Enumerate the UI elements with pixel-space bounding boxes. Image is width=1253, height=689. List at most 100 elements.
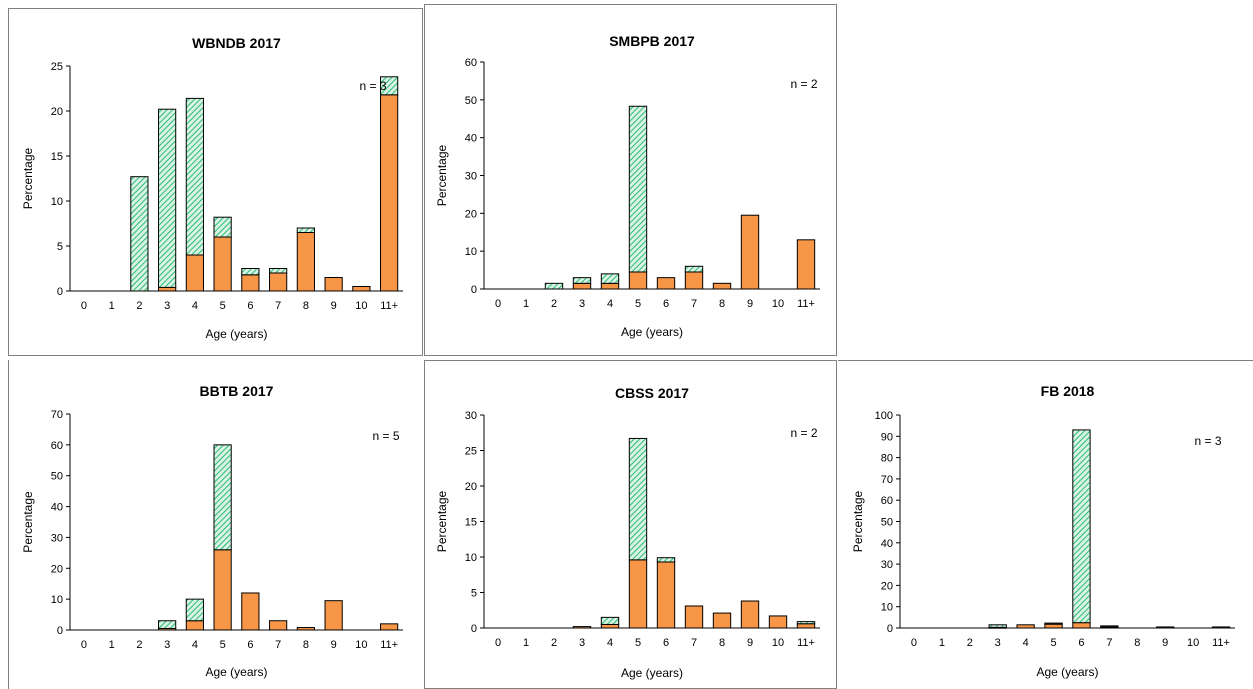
x-tick-label: 10 (355, 300, 367, 312)
panel-frame (8, 8, 423, 356)
bar-top-2 (130, 176, 149, 292)
bar-top-5 (213, 216, 232, 238)
y-tick-label: 20 (465, 481, 477, 493)
x-axis-label: Age (years) (621, 666, 683, 680)
y-tick-label: 80 (881, 453, 893, 465)
bar-bottom-9 (740, 214, 760, 290)
bar-top-6 (1072, 429, 1091, 624)
y-axis-label: Percentage (435, 144, 449, 206)
bar-top-6 (656, 557, 676, 563)
x-tick-label: 0 (911, 637, 917, 649)
y-tick-label: 40 (881, 538, 893, 550)
bar-bottom-6 (656, 561, 676, 629)
x-axis-label: Age (years) (1036, 665, 1098, 679)
y-tick-label: 100 (875, 410, 893, 422)
chart-title: WBNDB 2017 (192, 35, 281, 51)
bar-top-4 (185, 97, 204, 256)
bar-bottom-11 (380, 94, 399, 292)
y-axis-label: Percentage (851, 490, 865, 552)
bar-bottom-6 (241, 592, 260, 631)
bar-bottom-11 (796, 239, 816, 290)
bar-bottom-3 (572, 282, 592, 290)
x-tick-label: 9 (331, 300, 337, 312)
y-tick-label: 70 (51, 409, 63, 421)
bar-top-3 (572, 277, 592, 284)
bar-top-4 (185, 598, 204, 622)
sample-size-label: n = 5 (372, 429, 399, 443)
x-tick-label: 3 (164, 300, 170, 312)
bar-bottom-4 (185, 620, 204, 631)
chart-panel-smbpb-2017: 0 10 20 30 40 50 60 0 1 2 3 4 5 6 7 8 9 10 11+ SMBPB 2017 n … (424, 4, 837, 356)
bar-bottom-11 (796, 623, 816, 629)
x-tick-label: 8 (719, 637, 725, 649)
y-tick-label: 5 (471, 588, 477, 600)
x-tick-label: 4 (192, 300, 198, 312)
bar-bottom-6 (1072, 622, 1091, 629)
bar-bottom-5 (628, 559, 648, 629)
x-tick-label: 6 (247, 639, 253, 651)
chart-title: SMBPB 2017 (609, 33, 695, 49)
x-tick-label: 5 (635, 637, 641, 649)
y-tick-label: 70 (881, 474, 893, 486)
chart-title: CBSS 2017 (615, 385, 689, 401)
y-tick-label: 90 (881, 431, 893, 443)
x-tick-label: 10 (355, 639, 367, 651)
x-tick-label: 2 (967, 637, 973, 649)
x-tick-label: 0 (495, 637, 501, 649)
x-tick-label: 1 (939, 637, 945, 649)
x-tick-label: 11+ (797, 298, 815, 310)
panel-frame (424, 4, 837, 356)
bar-top-7 (684, 265, 704, 273)
sample-size-label: n = 3 (359, 79, 386, 93)
bar-top-2 (544, 282, 564, 290)
y-tick-label: 20 (465, 208, 477, 220)
x-tick-label: 6 (247, 300, 253, 312)
bar-bottom-6 (241, 274, 260, 292)
chart-smbpb-2017: 0 10 20 30 40 50 60 0 1 2 3 4 5 6 7 8 9 10 11+ SMBPB 2017 n … (424, 4, 837, 356)
bar-bottom-5 (213, 236, 232, 292)
x-tick-label: 4 (192, 639, 198, 651)
x-tick-label: 4 (607, 637, 613, 649)
x-tick-label: 0 (495, 298, 501, 310)
y-tick-label: 20 (881, 580, 893, 592)
chart-title: FB 2018 (1041, 383, 1095, 399)
x-tick-label: 6 (663, 637, 669, 649)
y-tick-label: 0 (57, 286, 63, 298)
x-tick-label: 5 (220, 639, 226, 651)
chart-panel-wbndb-2017: 0 5 10 15 20 25 0 1 2 3 4 5 6 7 8 9 10 11+ WBNDB 2017 n = 3… (8, 8, 423, 356)
x-tick-label: 7 (275, 300, 281, 312)
y-tick-label: 10 (465, 552, 477, 564)
y-tick-label: 15 (465, 517, 477, 529)
bar-top-3 (988, 624, 1007, 628)
bar-bottom-3 (158, 286, 177, 292)
bar-bottom-5 (628, 271, 648, 290)
bar-bottom-8 (712, 612, 732, 629)
y-tick-label: 20 (51, 106, 63, 118)
y-tick-label: 5 (57, 241, 63, 253)
x-tick-label: 10 (1187, 637, 1199, 649)
x-tick-label: 3 (995, 637, 1001, 649)
y-tick-label: 0 (57, 625, 63, 637)
bar-bottom-7 (269, 272, 288, 292)
y-tick-label: 25 (51, 61, 63, 73)
bar-top-5 (628, 437, 648, 561)
y-tick-label: 50 (51, 471, 63, 483)
x-tick-label: 1 (109, 639, 115, 651)
bar-top-6 (241, 268, 260, 276)
x-tick-label: 2 (551, 637, 557, 649)
x-tick-label: 11+ (797, 637, 815, 649)
x-tick-label: 7 (691, 637, 697, 649)
chart-cbss-2017: 0 5 10 15 20 25 30 0 1 2 3 4 5 6 7 8 9 10 11+ CBSS 2017 n = … (424, 360, 837, 689)
bar-bottom-5 (1044, 623, 1063, 629)
x-tick-label: 1 (109, 300, 115, 312)
bar-bottom-10 (768, 615, 788, 629)
bar-bottom-11 (380, 623, 399, 631)
x-tick-label: 8 (719, 298, 725, 310)
y-tick-label: 30 (51, 532, 63, 544)
y-tick-label: 60 (881, 495, 893, 507)
bar-bottom-7 (684, 605, 704, 629)
chart-panel-fb-2018: 0 10 20 30 40 50 60 70 80 90 100 0 1 2 3 4 5 6 7 8 9 10 11+ FB … (838, 360, 1253, 689)
bar-bottom-7 (684, 271, 704, 290)
bar-bottom-4 (600, 623, 620, 629)
bar-bottom-4 (600, 282, 620, 290)
